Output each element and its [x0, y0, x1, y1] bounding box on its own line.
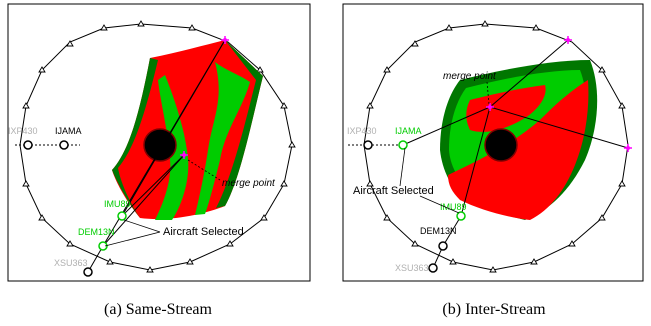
fix-label: IMU89 — [440, 202, 467, 212]
conflict-region — [112, 40, 263, 220]
fix-label: XSU363 — [395, 263, 429, 273]
waypoint-top — [223, 38, 227, 42]
fix-xsu363-b[interactable]: XSU363 — [395, 263, 438, 273]
waypoints — [486, 36, 632, 152]
clear-edge-left — [112, 58, 158, 218]
selected-leader-1 — [123, 219, 161, 233]
fix-label: XSU363 — [54, 258, 88, 268]
fix-ijama-a[interactable]: IJAMA — [55, 126, 82, 150]
selected-label: Aircraft Selected — [163, 226, 244, 238]
conflict-area-lower — [448, 80, 589, 220]
fix-ixp430-a[interactable]: IXP430 — [8, 126, 38, 150]
center-obstacle — [143, 128, 177, 162]
selected-leader-2 — [419, 195, 460, 214]
fix-dem13n-a[interactable]: DEM13N — [78, 227, 115, 251]
selected-leader-2 — [104, 231, 161, 247]
panel-a: IXP430 IJAMA IMU89 DEM13N XSU363 merge p… — [7, 3, 311, 282]
selected-label: Aircraft Selected — [353, 185, 434, 197]
fix-ixp430-b[interactable]: IXP430 — [347, 126, 377, 150]
vertex-markers — [366, 20, 626, 273]
fix-xsu363-a[interactable]: XSU363 — [54, 258, 93, 277]
waypoint-top — [566, 38, 570, 42]
fix-label: DEM13N — [420, 226, 457, 236]
panel-b: IXP430 IJAMA IMU89 DEM13N XSU363 merge p… — [342, 3, 644, 282]
fix-label: IJAMA — [395, 126, 422, 136]
fix-label: DEM13N — [78, 227, 115, 237]
waypoint-right — [626, 146, 630, 150]
fix-label: IXP430 — [347, 126, 377, 136]
merge-label: merge point — [222, 178, 276, 189]
fix-ijama-b[interactable]: IJAMA — [395, 126, 422, 150]
fix-label: IMU89 — [104, 199, 131, 209]
caption-a: (a) Same-Stream — [104, 301, 213, 318]
fix-imu89-b[interactable]: IMU89 — [440, 202, 467, 221]
selected-leader-1 — [399, 147, 406, 187]
caption-b: (b) Inter-Stream — [442, 301, 546, 318]
merge-point — [488, 105, 492, 109]
fix-imu89-a[interactable]: IMU89 — [104, 199, 131, 221]
fix-label: IJAMA — [55, 126, 82, 136]
waypoints — [180, 36, 229, 159]
conflict-region — [440, 60, 598, 220]
merge-label: merge point — [443, 71, 497, 82]
center-obstacle — [484, 128, 518, 162]
clear-band-2 — [195, 62, 250, 215]
fix-dem13n-b[interactable]: DEM13N — [420, 226, 457, 251]
route-lines — [348, 39, 629, 269]
fix-label: IXP430 — [8, 126, 38, 136]
merge-point — [182, 153, 186, 157]
vertex-markers — [22, 20, 296, 273]
